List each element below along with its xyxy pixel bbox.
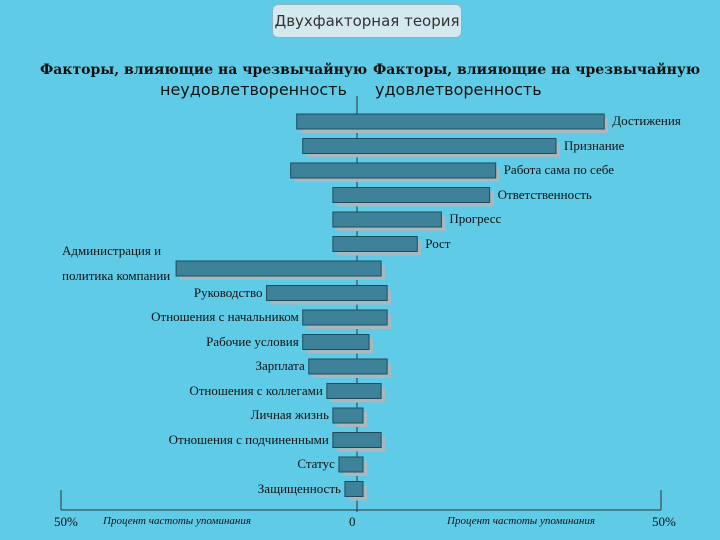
bar xyxy=(302,309,388,326)
tick-label-right: 50% xyxy=(652,514,676,529)
category-label: Статус xyxy=(297,456,335,471)
category-label: Признание xyxy=(563,137,625,153)
category-label: Личная жизнь xyxy=(250,407,329,422)
bar xyxy=(175,260,382,277)
tick-label-center: 0 xyxy=(349,514,356,529)
category-label: Достижения xyxy=(612,113,681,128)
right-header-line1: Факторы, влияющие на чрезвычайную xyxy=(373,62,701,78)
bar xyxy=(338,456,364,473)
bar xyxy=(332,236,418,252)
category-label: Рост xyxy=(425,235,451,251)
x-axis-caption-left: Процент частоты упоминания xyxy=(103,515,251,527)
bar xyxy=(302,138,557,154)
category-label: Защищенность xyxy=(257,480,341,496)
category-label: Работа сама по себе xyxy=(503,162,614,177)
category-label: Ответственность xyxy=(497,186,592,202)
category-label: Зарплата xyxy=(255,358,305,373)
bar xyxy=(290,162,497,179)
x-axis-caption-right: Процент частоты упоминания xyxy=(447,515,595,527)
bar xyxy=(302,334,370,350)
bar xyxy=(308,358,388,375)
category-label: Руководство xyxy=(193,284,263,300)
category-label: Отношения с начальником xyxy=(151,309,299,324)
category-label: Рабочие условия xyxy=(206,333,299,349)
left-header-line2: неудовлетворенность xyxy=(160,80,347,99)
left-header-line1: Факторы, влияющие на чрезвычайную xyxy=(40,62,368,78)
slide-title: Двухфакторная теория xyxy=(272,4,462,38)
bar xyxy=(344,481,364,497)
bar xyxy=(332,432,382,448)
category-label: Администрация и политика компании xyxy=(62,243,171,283)
bar xyxy=(332,187,491,203)
category-label: Отношения с коллегами xyxy=(189,382,323,398)
category-label: Отношения с подчиненными xyxy=(168,431,329,447)
tick-label-left: 50% xyxy=(54,514,78,529)
right-header-line2: удовлетворенность xyxy=(375,80,542,99)
bar xyxy=(332,407,364,424)
category-label: Прогресс xyxy=(449,211,502,226)
bar xyxy=(326,383,382,399)
bar xyxy=(332,211,442,228)
bar xyxy=(266,285,388,301)
bar xyxy=(296,113,605,130)
